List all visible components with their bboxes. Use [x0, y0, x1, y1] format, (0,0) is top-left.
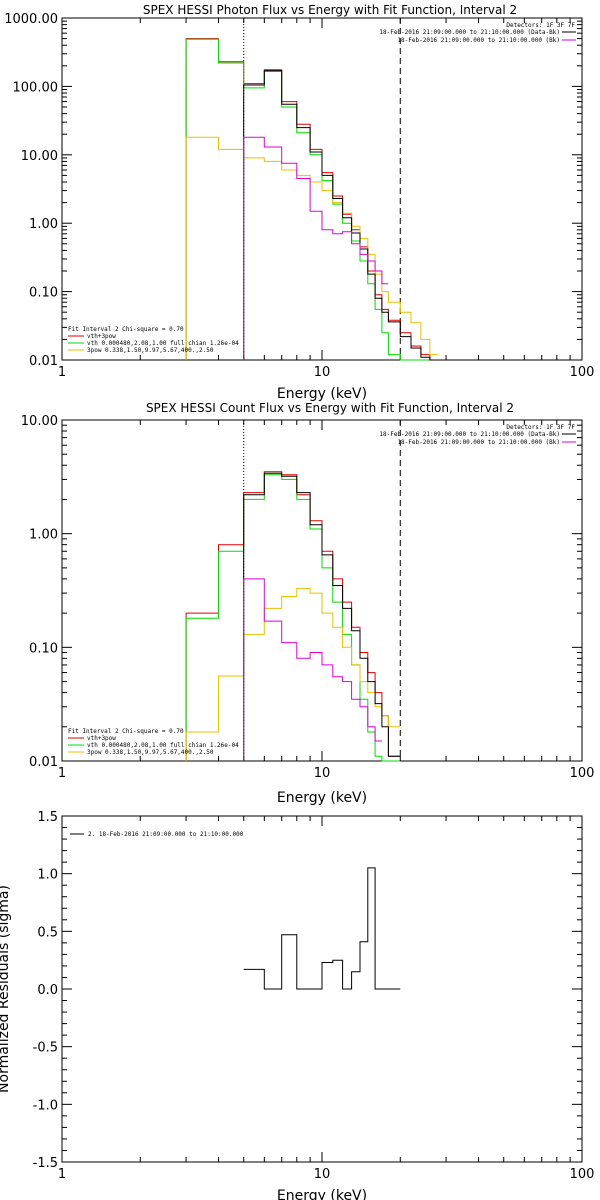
y-tick-label: 100.00 [13, 80, 59, 95]
legend-line-2b: 18-Feb-2016 21:09:00.000 to 21:10:00.000… [397, 439, 560, 446]
chart-title-2: SPEX HESSI Count Flux vs Energy with Fit… [146, 401, 514, 415]
series-line-green [185, 474, 401, 762]
legend-header-1: Detectors: 1F 3F 7F [506, 22, 575, 29]
x-tick-label: 100 [570, 1167, 595, 1182]
y-tick-label: 1.5 [37, 810, 58, 825]
legend-top-2: Detectors: 1F 3F 7F 18-Feb-2016 21:09:00… [379, 424, 576, 446]
y-tick-label: 1.00 [29, 217, 58, 232]
count-flux-chart: SPEX HESSI Count Flux vs Energy with Fit… [21, 401, 595, 806]
series-line-magenta [243, 136, 389, 360]
axis-ticks-2: 1 10 100 0.01 0.10 1.00 10.00 [21, 414, 595, 781]
y-tick-label: -1.5 [33, 1156, 58, 1171]
series-group-3 [243, 867, 401, 990]
x-axis-label-2: Energy (keV) [277, 790, 367, 806]
x-tick-label: 100 [570, 766, 595, 781]
y-axis-label-3: Normalized Residuals (sigma) [0, 885, 12, 1093]
x-tick-label: 10 [314, 365, 331, 380]
x-tick-label: 10 [314, 1167, 331, 1182]
x-tick-label: 10 [314, 766, 331, 781]
legend-yellow-1: 3pow 0.338,1.50,9.97,5.67,400.,2.50 [87, 347, 214, 354]
y-tick-label: 0.5 [37, 925, 58, 940]
legend-top-3: 2. 18-Feb-2016 21:09:00.000 to 21:10:00.… [70, 831, 244, 838]
x-tick-label: 1 [58, 766, 66, 781]
x-axis-label-3: Energy (keV) [277, 1188, 367, 1200]
x-tick-label: 1 [58, 365, 66, 380]
y-tick-label: 10.00 [21, 414, 58, 429]
legend-top-1: Detectors: 1F 3F 7F 18-Feb-2016 21:09:00… [379, 22, 576, 44]
y-tick-label: 0.01 [29, 354, 58, 369]
y-tick-label: 1000.00 [4, 12, 58, 27]
legend-green-1: vth 0.000480,2.08,1.00 full chian 1.26e-… [87, 340, 239, 347]
series-group-2 [185, 420, 401, 762]
x-tick-label: 1 [58, 1167, 66, 1182]
y-tick-label: 10.00 [21, 149, 58, 164]
photon-flux-chart: SPEX HESSI Photon Flux vs Energy with Fi… [4, 3, 594, 402]
legend-red-1: vth+3pow [87, 333, 116, 340]
plot-frame-2 [61, 419, 583, 762]
series-line-black [243, 867, 401, 990]
legend-line-1b: 18-Feb-2016 21:09:00.000 to 21:10:00.000… [397, 37, 560, 44]
legend-yellow-2: 3pow 0.338,1.50,9.97,5.67,400.,2.50 [87, 749, 214, 756]
y-tick-label: 0.01 [29, 755, 58, 770]
legend-line-2a: 18-Feb-2016 21:09:00.000 to 21:10:00.000… [379, 431, 560, 438]
legend-fit-2: Fit Interval 2 Chi-square = 0.70 [68, 728, 184, 735]
y-tick-label: 1.00 [29, 528, 58, 543]
legend-header-2: Detectors: 1F 3F 7F [506, 424, 575, 431]
axis-ticks-3: 1 10 100 -1.5 -1.0 -0.5 0.0 0.5 1.0 1.5 [33, 810, 595, 1182]
y-tick-label: 0.10 [29, 286, 58, 301]
x-axis-label-1: Energy (keV) [277, 386, 367, 402]
y-tick-label: 0.10 [29, 641, 58, 656]
y-tick-label: -0.5 [33, 1041, 58, 1056]
legend-bottom-2: Fit Interval 2 Chi-square = 0.70 vth+3po… [68, 728, 239, 756]
y-tick-label: -1.0 [33, 1098, 58, 1113]
legend-green-2: vth 0.000480,2.08,1.00 full chian 1.26e-… [87, 742, 239, 749]
series-line-black [243, 472, 401, 761]
x-tick-label: 100 [570, 365, 595, 380]
legend-bottom-1: Fit Interval 2 Chi-square = 0.70 vth+3po… [68, 326, 239, 354]
y-tick-label: 1.0 [37, 868, 58, 883]
legend-line-1a: 18-Feb-2016 21:09:00.000 to 21:10:00.000… [379, 29, 560, 36]
series-line-black [243, 70, 439, 361]
series-group-1 [185, 18, 439, 361]
legend-line-3a: 2. 18-Feb-2016 21:09:00.000 to 21:10:00.… [88, 831, 244, 838]
chart-title-1: SPEX HESSI Photon Flux vs Energy with Fi… [143, 3, 517, 17]
series-line-magenta [243, 578, 382, 761]
residuals-chart: 1 10 100 -1.5 -1.0 -0.5 0.0 0.5 1.0 1.5 Energy (k… [0, 810, 594, 1200]
axis-ticks-1: 1 10 100 0.01 0.10 1.00 10.00 100.00 1000.00 [4, 12, 594, 380]
legend-red-2: vth+3pow [87, 735, 116, 742]
series-line-yellow [185, 136, 439, 360]
y-tick-label: 0.0 [37, 983, 58, 998]
legend-fit-1: Fit Interval 2 Chi-square = 0.70 [68, 326, 184, 333]
